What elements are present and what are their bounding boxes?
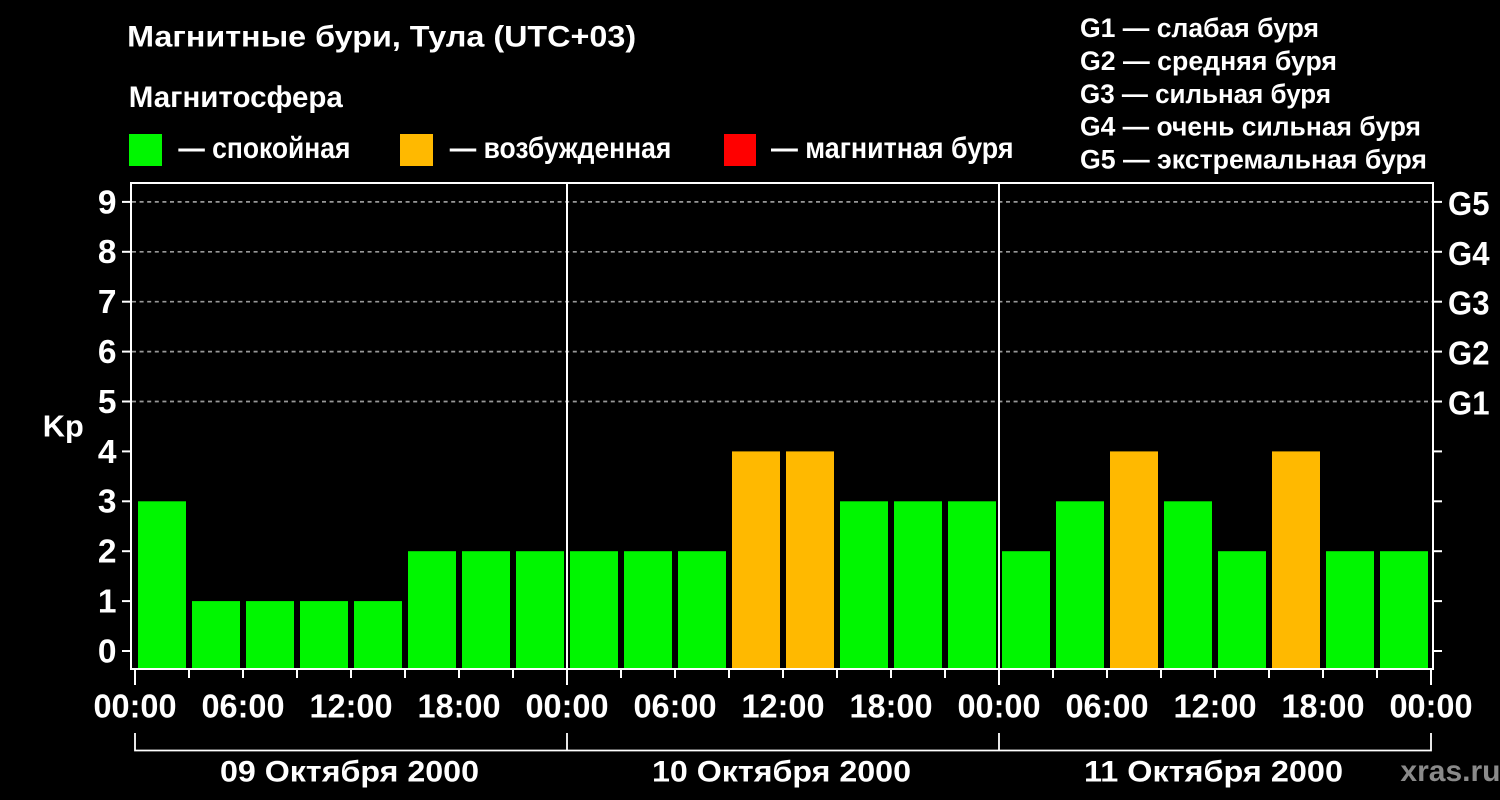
svg-text:G2: G2	[1448, 336, 1490, 373]
svg-text:00:00: 00:00	[94, 687, 177, 724]
svg-text:1: 1	[98, 584, 117, 621]
svg-text:12:00: 12:00	[742, 687, 825, 724]
svg-text:— магнитная буря: — магнитная буря	[771, 132, 1014, 165]
svg-text:18:00: 18:00	[1282, 687, 1365, 724]
svg-text:G5 — экстремальная буря: G5 — экстремальная буря	[1080, 145, 1427, 175]
svg-text:G1 — слабая буря: G1 — слабая буря	[1080, 13, 1319, 43]
svg-text:xras.ru: xras.ru	[1400, 755, 1500, 788]
svg-text:G4 — очень сильная буря: G4 — очень сильная буря	[1080, 112, 1421, 142]
svg-text:06:00: 06:00	[1066, 687, 1149, 724]
svg-text:Магнитные бури, Тула (UTC+03): Магнитные бури, Тула (UTC+03)	[127, 21, 636, 54]
svg-text:0: 0	[98, 633, 117, 670]
svg-text:G3 — сильная буря: G3 — сильная буря	[1080, 79, 1331, 109]
svg-text:G1: G1	[1448, 386, 1490, 423]
svg-text:9: 9	[98, 184, 117, 221]
svg-text:12:00: 12:00	[310, 687, 393, 724]
svg-text:8: 8	[98, 234, 117, 271]
svg-text:06:00: 06:00	[634, 687, 717, 724]
svg-text:10 Октября 2000: 10 Октября 2000	[652, 756, 911, 789]
svg-text:18:00: 18:00	[418, 687, 501, 724]
svg-text:— возбужденная: — возбужденная	[450, 132, 672, 165]
svg-text:00:00: 00:00	[526, 687, 609, 724]
svg-text:12:00: 12:00	[1174, 687, 1257, 724]
svg-text:G5: G5	[1448, 186, 1490, 223]
svg-text:Магнитосфера: Магнитосфера	[129, 81, 343, 114]
svg-text:00:00: 00:00	[1390, 687, 1473, 724]
svg-text:G3: G3	[1448, 286, 1490, 323]
svg-text:18:00: 18:00	[850, 687, 933, 724]
svg-text:6: 6	[98, 334, 117, 371]
svg-text:11 Октября 2000: 11 Октября 2000	[1084, 756, 1343, 789]
svg-text:06:00: 06:00	[202, 687, 285, 724]
svg-text:7: 7	[98, 284, 117, 321]
svg-text:G4: G4	[1448, 236, 1490, 273]
svg-text:G2 — средняя буря: G2 — средняя буря	[1080, 46, 1337, 76]
svg-text:3: 3	[98, 484, 117, 521]
svg-text:— спокойная: — спокойная	[178, 132, 350, 165]
svg-text:5: 5	[98, 384, 117, 421]
svg-text:4: 4	[98, 434, 117, 471]
svg-text:00:00: 00:00	[958, 687, 1041, 724]
svg-text:Kp: Kp	[43, 409, 84, 444]
svg-text:2: 2	[98, 534, 117, 571]
svg-text:09 Октября 2000: 09 Октября 2000	[220, 756, 479, 789]
